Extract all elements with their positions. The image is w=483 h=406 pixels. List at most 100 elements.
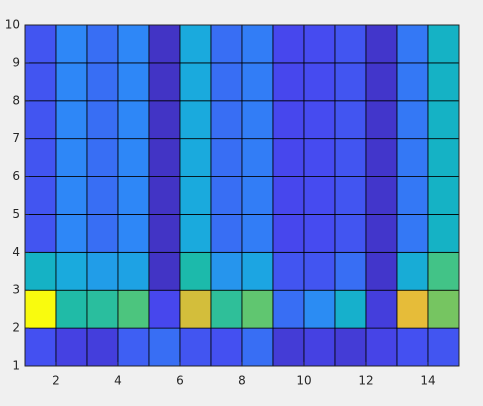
heatmap-cell	[24, 100, 57, 140]
heatmap-cell	[272, 62, 305, 102]
heatmap-cell	[241, 289, 274, 329]
heatmap-cell	[210, 24, 243, 64]
heatmap-cell	[24, 327, 57, 367]
heatmap-cell	[334, 100, 367, 140]
heatmap-cell	[334, 214, 367, 253]
heatmap-cell	[241, 327, 274, 367]
heatmap-cell	[272, 138, 305, 177]
heatmap-cell	[334, 251, 367, 291]
heatmap-cell	[117, 138, 150, 177]
heatmap-cell	[148, 62, 181, 102]
y-tick-label: 9	[12, 55, 20, 69]
heatmap-cell	[272, 327, 305, 367]
y-tick-label: 1	[12, 359, 20, 373]
heatmap-cell	[210, 138, 243, 177]
heatmap-cell	[55, 251, 88, 291]
heatmap-cell	[117, 289, 150, 329]
heatmap-cell	[241, 251, 274, 291]
heatmap-cell	[396, 138, 429, 177]
heatmap-cell	[427, 24, 460, 64]
heatmap-cell	[396, 327, 429, 367]
heatmap-cell	[86, 176, 119, 215]
heatmap-cell	[148, 176, 181, 215]
heatmap-cell	[303, 62, 336, 102]
heatmap-cell	[148, 214, 181, 253]
heatmap-cell	[24, 62, 57, 102]
heatmap-cell	[179, 176, 212, 215]
heatmap-cell	[427, 62, 460, 102]
heatmap-cell	[365, 214, 398, 253]
heatmap-cell	[303, 24, 336, 64]
heatmap-cell	[241, 138, 274, 177]
heatmap-cell	[179, 327, 212, 367]
heatmap-cell	[55, 24, 88, 64]
heatmap-cell	[396, 214, 429, 253]
heatmap-cell	[55, 214, 88, 253]
heatmap-cell	[334, 62, 367, 102]
x-tick-label: 2	[52, 374, 60, 388]
heatmap-cell	[210, 176, 243, 215]
y-tick-label: 3	[12, 283, 20, 297]
heatmap-cell	[427, 138, 460, 177]
heatmap-cell	[86, 251, 119, 291]
heatmap-cell	[303, 289, 336, 329]
y-tick-label: 5	[12, 207, 20, 221]
heatmap-cell	[24, 176, 57, 215]
heatmap-cell	[86, 138, 119, 177]
heatmap-cell	[179, 251, 212, 291]
y-tick-label: 2	[12, 321, 20, 335]
heatmap-cell	[86, 289, 119, 329]
x-tick-label: 10	[296, 374, 311, 388]
heatmap-cell	[86, 214, 119, 253]
x-tick-label: 4	[114, 374, 122, 388]
heatmap-cell	[365, 251, 398, 291]
heatmap-cell	[396, 289, 429, 329]
heatmap-cell	[210, 214, 243, 253]
heatmap-cell	[86, 62, 119, 102]
x-tick-label: 14	[420, 374, 435, 388]
heatmap-cell	[303, 138, 336, 177]
heatmap-cell	[427, 327, 460, 367]
heatmap-cell	[427, 176, 460, 215]
heatmap-cell	[148, 289, 181, 329]
heatmap-cell	[272, 176, 305, 215]
y-tick-label: 7	[12, 131, 20, 145]
heatmap-cell	[303, 327, 336, 367]
heatmap-cell	[148, 327, 181, 367]
heatmap-cell	[427, 214, 460, 253]
heatmap-cell	[303, 100, 336, 140]
heatmap-cell	[272, 289, 305, 329]
heatmap-cell	[365, 176, 398, 215]
heatmap-cell	[24, 214, 57, 253]
heatmap-cell	[241, 214, 274, 253]
heatmap-cell	[148, 100, 181, 140]
heatmap-cell	[55, 100, 88, 140]
heatmap-cell	[365, 24, 398, 64]
heatmap-cell	[179, 138, 212, 177]
heatmap-cell	[427, 100, 460, 140]
heatmap-cell	[117, 214, 150, 253]
heatmap-cell	[365, 100, 398, 140]
heatmap-cell	[334, 327, 367, 367]
heatmap-cell	[210, 100, 243, 140]
heatmap-cell	[241, 62, 274, 102]
heatmap-cell	[86, 100, 119, 140]
heatmap-cell	[55, 327, 88, 367]
heatmap-cell	[148, 138, 181, 177]
heatmap-cell	[396, 24, 429, 64]
heatmap-cell	[86, 327, 119, 367]
heatmap-cell	[272, 24, 305, 64]
heatmap-cell	[241, 100, 274, 140]
heatmap-cell	[241, 24, 274, 64]
heatmap-cell	[396, 100, 429, 140]
heatmap-cell	[272, 251, 305, 291]
heatmap-cell	[396, 251, 429, 291]
heatmap-cell	[272, 214, 305, 253]
heatmap-cell	[179, 214, 212, 253]
heatmap-cell	[334, 289, 367, 329]
heatmap-cell	[210, 327, 243, 367]
heatmap-cell	[334, 176, 367, 215]
heatmap-cell	[179, 100, 212, 140]
